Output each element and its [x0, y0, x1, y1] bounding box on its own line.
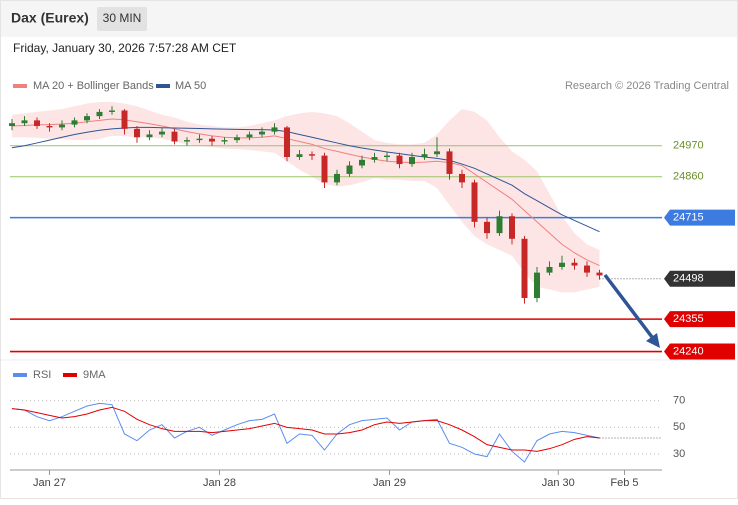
candle-body	[196, 138, 203, 141]
candle-body	[421, 154, 428, 158]
legend-label: RSI	[33, 369, 51, 381]
level-label: 24970	[673, 140, 704, 152]
candle-body	[334, 173, 340, 183]
level-box	[664, 343, 735, 360]
level-label: 24715	[673, 212, 704, 224]
level-label: 24498	[673, 273, 704, 285]
candle-body	[359, 159, 365, 166]
candle-body	[134, 128, 140, 138]
candle-body	[346, 165, 353, 174]
candle-body	[571, 262, 578, 266]
candle-body	[446, 151, 453, 174]
ma20-line	[11, 118, 600, 267]
candle-body	[221, 140, 228, 142]
candle-body	[309, 154, 315, 156]
level-box	[664, 311, 735, 328]
legend-swatch	[63, 373, 77, 377]
candle-body	[509, 216, 515, 239]
rsi-panel: 30 50 70 RSI 9MA	[10, 369, 685, 463]
y-tick-label: 30	[673, 448, 685, 460]
credit: Research © 2026 Trading Central	[565, 80, 729, 92]
candle-body	[459, 173, 465, 183]
legend-label: 9MA	[83, 369, 106, 381]
candle-body	[409, 157, 415, 165]
candle-body	[471, 182, 478, 222]
candle-body	[396, 155, 403, 165]
legend-swatch	[13, 373, 27, 377]
legend-swatch	[156, 84, 170, 88]
candle-body	[71, 120, 78, 125]
timestamp: Friday, January 30, 2026 7:57:28 AM CET	[13, 41, 237, 55]
candle-body	[484, 221, 490, 234]
candle-body	[559, 262, 565, 267]
legend-label: MA 50	[175, 80, 206, 92]
candle-body	[159, 131, 165, 135]
x-tick-label: Feb 5	[610, 477, 638, 489]
candle-body	[184, 140, 190, 142]
arrow-head	[646, 333, 660, 348]
candle-body	[171, 131, 178, 142]
y-tick-label: 70	[673, 395, 685, 407]
forecast-arrow	[603, 273, 657, 343]
candle-body	[296, 154, 303, 158]
level-label: 24355	[673, 313, 704, 325]
candle-body	[234, 137, 240, 141]
candle-body	[34, 120, 40, 127]
candle-body	[496, 216, 503, 234]
legend-swatch	[13, 84, 27, 88]
candle-body	[146, 134, 153, 138]
candle-body	[521, 238, 528, 298]
candle-body	[246, 134, 253, 138]
x-tick-label: Jan 28	[203, 477, 236, 489]
level-box	[664, 270, 735, 287]
candle-body	[21, 120, 28, 124]
candle-body	[271, 127, 278, 132]
level-label: 24240	[673, 345, 704, 357]
candle-body	[546, 266, 553, 273]
candle-body	[121, 110, 128, 129]
candle-body	[96, 111, 103, 117]
candle-body	[534, 272, 540, 298]
title: Dax (Eurex)	[11, 10, 89, 26]
bollinger-band	[12, 102, 600, 293]
candle-body	[584, 265, 590, 273]
legend-label: MA 20 + Bollinger Bands	[33, 80, 154, 92]
candle-body	[59, 124, 65, 128]
candle-body	[9, 123, 15, 127]
candle-body	[434, 151, 440, 155]
candle-body	[209, 138, 215, 142]
series-line	[11, 402, 600, 463]
interval: 30 MIN	[103, 11, 142, 25]
candle-body	[321, 155, 328, 183]
candle-body	[259, 131, 265, 135]
level-label: 24860	[673, 171, 704, 183]
y-tick-label: 50	[673, 421, 685, 433]
candle-body	[384, 155, 390, 158]
x-tick-label: Jan 27	[33, 477, 66, 489]
candle-body	[371, 157, 378, 160]
candle-body	[109, 110, 115, 112]
candle-body	[284, 127, 290, 158]
x-tick-label: Jan 30	[542, 477, 575, 489]
candle-body	[596, 272, 603, 276]
ma50-line	[11, 126, 600, 233]
interval-badge	[97, 7, 147, 31]
series-line	[11, 406, 600, 452]
price-panel: MA 20 + Bollinger Bands MA 50 Research © 2…	[9, 80, 735, 489]
level-box	[664, 209, 735, 226]
candle-body	[46, 126, 53, 128]
x-tick-label: Jan 29	[373, 477, 406, 489]
candle-body	[84, 116, 90, 121]
